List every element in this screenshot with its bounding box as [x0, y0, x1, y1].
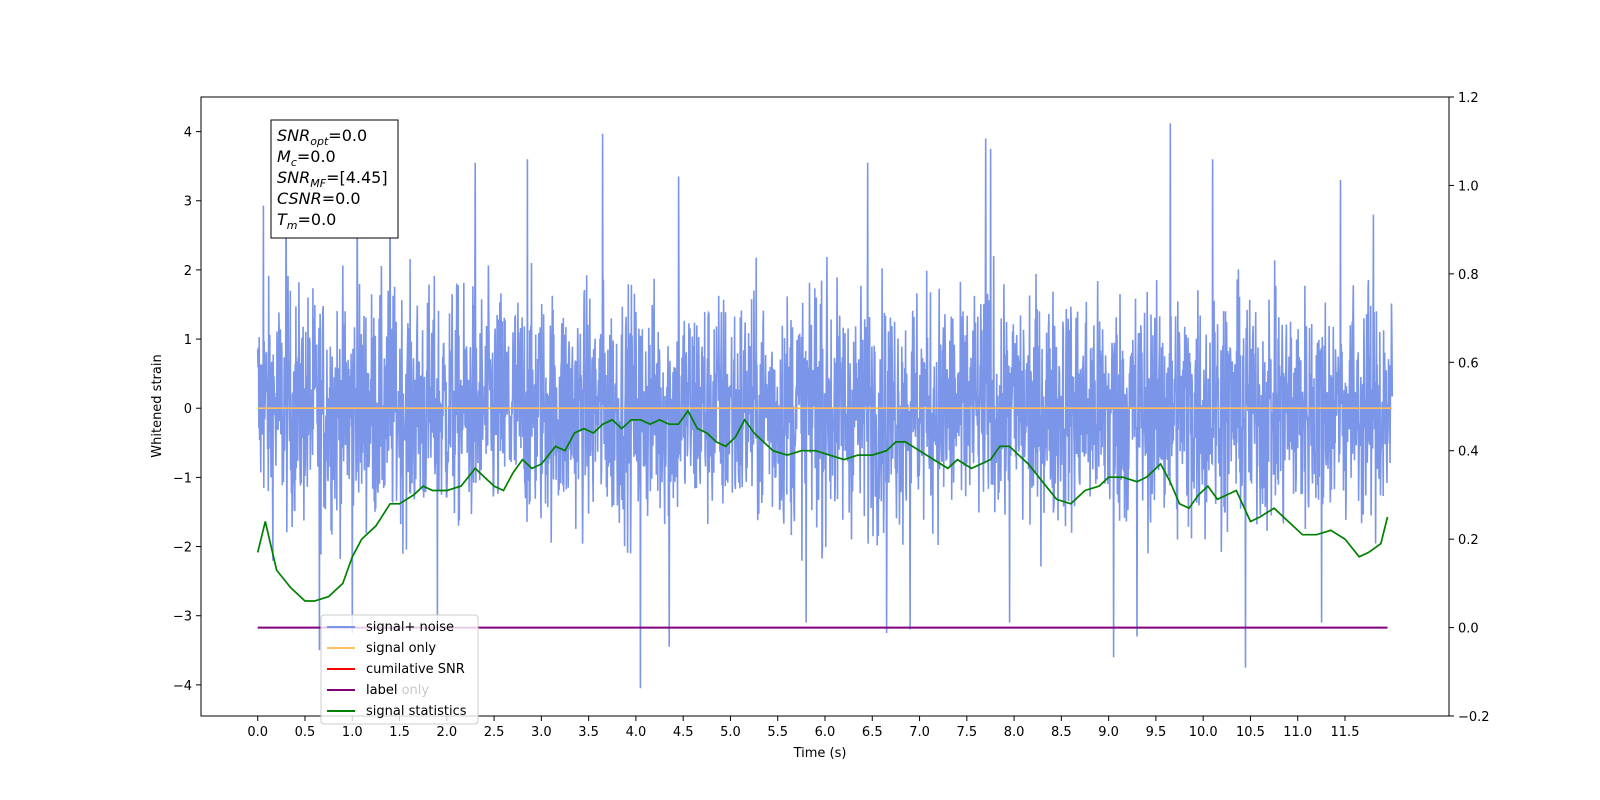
x-tick-label: 1.5	[389, 725, 410, 740]
x-tick-label: 9.0	[1098, 725, 1119, 740]
y-tick-label: −4	[173, 679, 192, 694]
x-axis: 0.0 0.5 1.0 1.5 2.0 2.5 3.0 3.5 4.0 4.5 5.0 5.5 6.0 6…	[247, 716, 1359, 740]
x-tick-label: 10.0	[1189, 725, 1218, 740]
x-axis-label: Time (s)	[793, 746, 847, 761]
legend-label: signal statistics	[366, 704, 467, 719]
x-tick-label: 3.0	[531, 725, 552, 740]
y2-tick-label: −0.2	[1458, 710, 1490, 725]
legend-hidden-text: label only	[366, 683, 429, 698]
y2-tick-label: 1.0	[1458, 179, 1479, 194]
series-layer	[256, 123, 1394, 689]
info-line: SNRopt=0.0	[277, 126, 367, 148]
y2-tick-label: 0.2	[1458, 533, 1479, 548]
y2-tick-label: 0.4	[1458, 445, 1479, 460]
y-tick-label: 4	[184, 126, 192, 141]
x-tick-label: 11.0	[1283, 725, 1312, 740]
x-tick-label: 5.0	[720, 725, 741, 740]
x-tick-label: 0.0	[247, 725, 268, 740]
x-tick-label: 5.5	[767, 725, 788, 740]
x-tick-label: 0.5	[295, 725, 316, 740]
y-tick-label: 2	[184, 264, 192, 279]
x-tick-label: 2.0	[436, 725, 457, 740]
y2-tick-label: 0.8	[1458, 268, 1479, 283]
y-tick-label: −3	[173, 610, 192, 625]
y2-tick-label: 1.2	[1458, 91, 1479, 106]
x-tick-label: 2.5	[484, 725, 505, 740]
x-tick-label: 1.0	[342, 725, 363, 740]
y-axis-right: 1.2 1.0 0.8 0.6 0.4 0.2 0.0 −0.2	[1449, 91, 1490, 725]
x-tick-label: 7.5	[956, 725, 977, 740]
info-line: Mc=0.0	[277, 147, 336, 169]
legend-label: cumilative SNR	[366, 662, 465, 677]
legend-label: signal only	[366, 641, 436, 656]
info-line: CSNR=0.0	[277, 189, 361, 208]
legend-label: label	[366, 683, 397, 698]
y-axis-left: 4 3 2 1 0 −1 −2 −3 −4	[173, 126, 201, 694]
x-tick-label: 4.5	[673, 725, 694, 740]
x-tick-label: 7.0	[909, 725, 930, 740]
x-tick-label: 9.5	[1146, 725, 1167, 740]
x-tick-label: 10.5	[1236, 725, 1265, 740]
x-tick-label: 8.5	[1051, 725, 1072, 740]
y2-tick-label: 0.0	[1458, 622, 1479, 637]
y-tick-label: 1	[184, 333, 192, 348]
info-line: Tm=0.0	[277, 210, 336, 232]
legend: label only signal+ noise signal only cumil…	[320, 614, 479, 725]
series-signal-noise	[256, 123, 1394, 689]
x-tick-label: 6.0	[815, 725, 836, 740]
x-tick-label: 8.0	[1004, 725, 1025, 740]
x-tick-label: 4.0	[626, 725, 647, 740]
x-tick-label: 3.5	[578, 725, 599, 740]
y-tick-label: 3	[184, 195, 192, 210]
y2-tick-label: 0.6	[1458, 356, 1479, 371]
x-tick-label: 11.5	[1331, 725, 1360, 740]
legend-label: signal+ noise	[366, 620, 454, 635]
series-signal-statistics	[256, 409, 1389, 602]
y-axis-label: Whitened strain	[150, 354, 165, 457]
y-tick-label: −2	[173, 541, 192, 556]
y-tick-label: −1	[173, 471, 192, 486]
info-line: SNRMF=[4.45]	[277, 168, 388, 190]
x-tick-label: 6.5	[862, 725, 883, 740]
y-tick-label: 0	[184, 402, 192, 417]
